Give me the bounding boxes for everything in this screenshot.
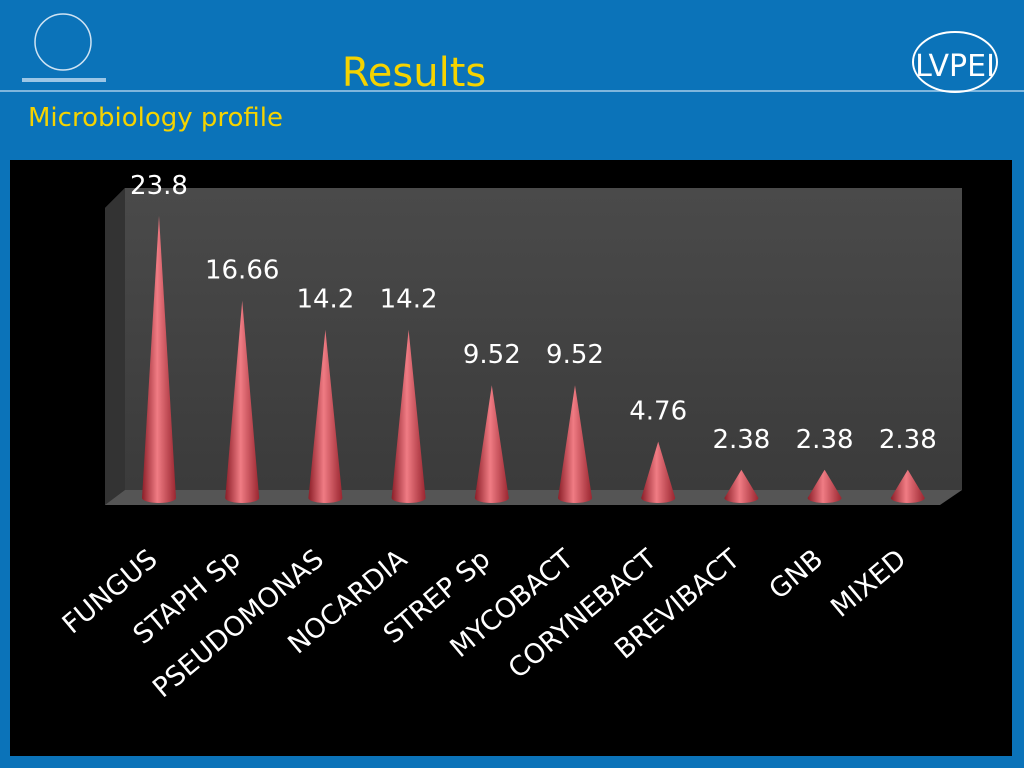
cone <box>308 329 343 503</box>
value-label: 14.2 <box>296 285 354 315</box>
value-label: 4.76 <box>629 397 687 427</box>
side-wall <box>105 188 125 505</box>
value-label: 2.38 <box>796 425 854 455</box>
cone <box>641 441 676 503</box>
cone <box>142 215 176 503</box>
slide-subtitle: Microbiology profile <box>28 103 283 133</box>
left-logo <box>22 13 106 82</box>
value-label: 2.38 <box>879 425 937 455</box>
value-label: 9.52 <box>546 340 604 370</box>
value-label: 23.8 <box>130 171 188 201</box>
cone <box>724 469 759 503</box>
logo-text: LVPEI <box>915 49 995 84</box>
cone <box>558 385 592 503</box>
cone <box>225 300 260 503</box>
value-label: 9.52 <box>463 340 521 370</box>
value-label: 2.38 <box>712 425 770 455</box>
value-label: 14.2 <box>380 285 438 315</box>
slide-title: Results <box>342 50 486 96</box>
right-logo: LVPEI <box>912 31 998 93</box>
cone <box>807 469 842 503</box>
cone <box>890 469 925 503</box>
cone <box>474 385 509 503</box>
cone <box>391 329 426 503</box>
value-label: 16.66 <box>205 256 279 286</box>
